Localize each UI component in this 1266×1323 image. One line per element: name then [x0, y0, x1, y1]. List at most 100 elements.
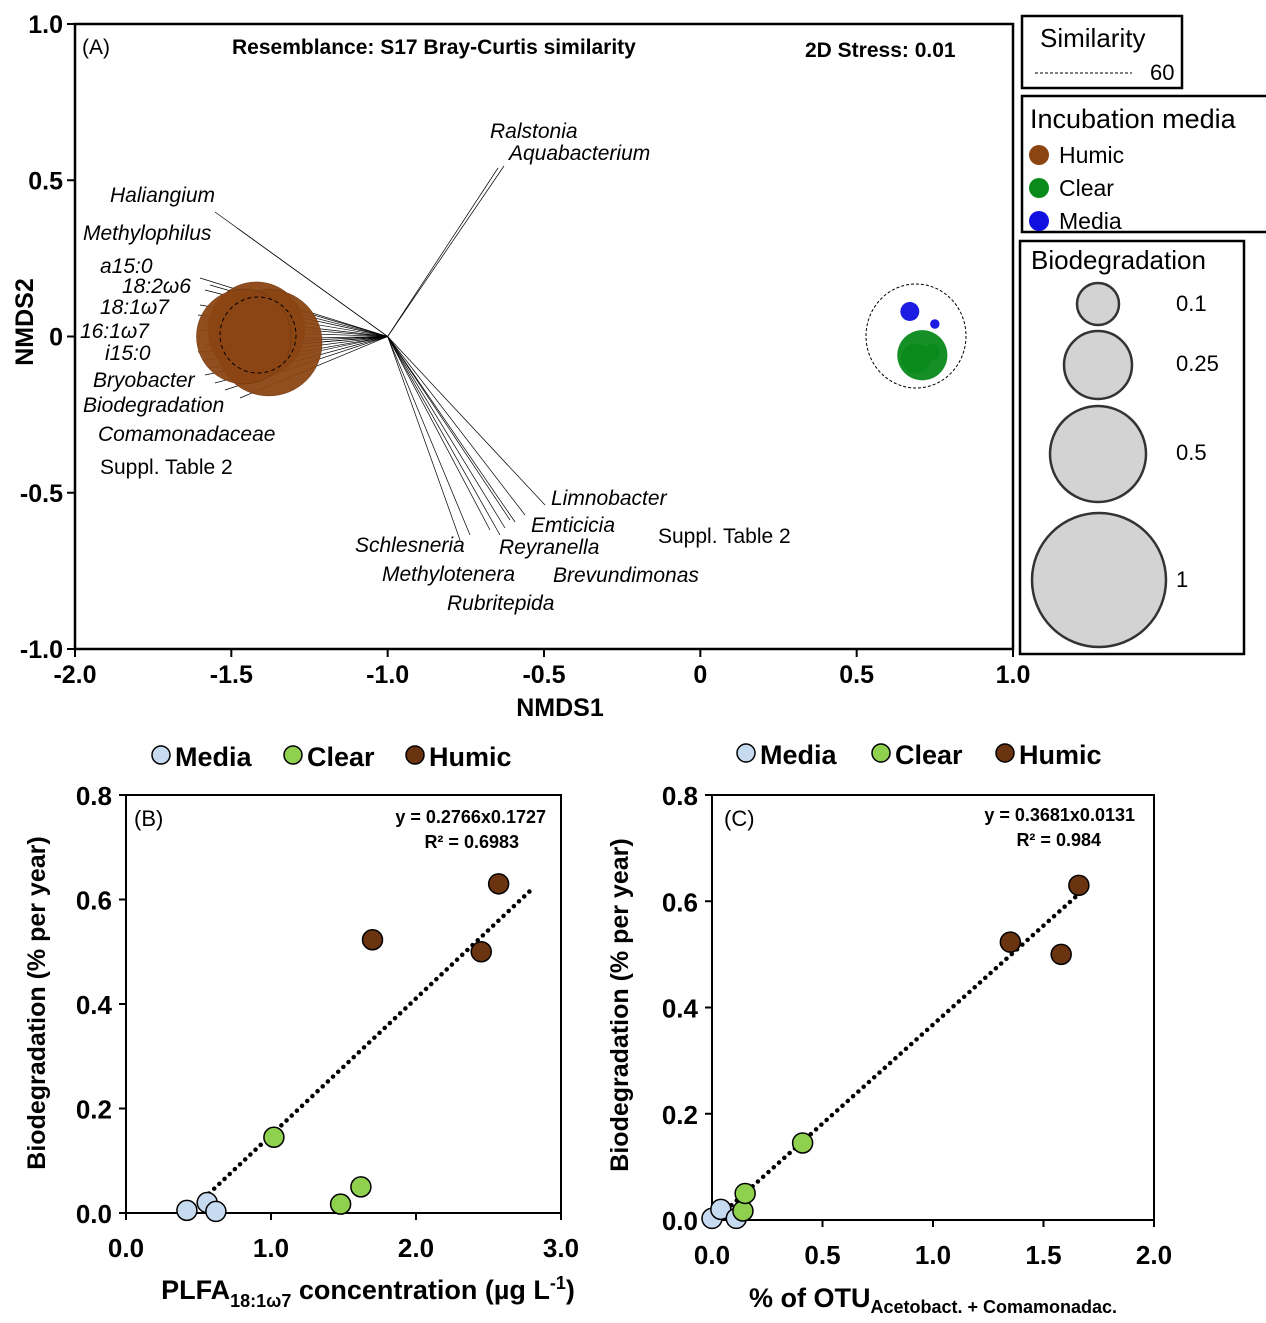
panel-c-legend-media-marker	[736, 743, 756, 763]
point-media	[176, 1199, 198, 1222]
vector-line	[387, 336, 526, 516]
vector-line	[387, 336, 471, 536]
a-ytick-label: 0.5	[28, 167, 63, 195]
vector-label-reyranella: Reyranella	[499, 536, 599, 559]
vector-label-methylophilus: Methylophilus	[83, 222, 212, 245]
vector-label-aquabacterium: Aquabacterium	[507, 142, 650, 165]
vector-line	[387, 336, 516, 523]
panel-a-label: (A)	[82, 36, 110, 59]
panel-c-equation: y = 0.3681x0.0131	[984, 805, 1135, 825]
vector-line	[387, 336, 461, 541]
panel-c-legend-clear-marker	[871, 743, 891, 763]
vector-label-limnobacter: Limnobacter	[551, 487, 668, 510]
ytick-label: 0.6	[662, 887, 698, 917]
vector-note-upper-left: Suppl. Table 2	[100, 456, 233, 479]
legend-similarity-title: Similarity	[1040, 23, 1145, 53]
legend-bubble-label-1: 1	[1176, 567, 1188, 592]
legend-incubation-title: Incubation media	[1030, 104, 1237, 134]
vector-label-i15-0: i15:0	[105, 342, 151, 365]
panel-c-trendline	[718, 893, 1079, 1217]
vector-label-comamonadaceae: Comamonadaceae	[98, 423, 275, 446]
xtick-label: 0.0	[108, 1233, 144, 1263]
a-xtick-label: -2.0	[53, 661, 96, 689]
legend-bubble-0-1	[1075, 281, 1121, 327]
legend-clear-label: Clear	[1059, 175, 1114, 201]
panel-a-ylabel: NMDS2	[11, 278, 39, 366]
vector-line	[387, 336, 491, 531]
point-humic	[999, 931, 1022, 953]
panel-b-r2: R² = 0.6983	[424, 832, 519, 852]
ytick-label: 0.4	[76, 990, 113, 1020]
vector-line	[387, 167, 499, 337]
xtick-label: 0.0	[694, 1240, 730, 1270]
similarity-contour-humic	[219, 296, 297, 374]
a-xtick-label: 0	[693, 661, 707, 689]
panel-c-axis-ticks: 0.0 0.5 1.0 1.5 2.0 0.0 0.2 0.4 0.6 0.8	[662, 781, 1172, 1270]
ytick-label: 0.8	[76, 781, 112, 811]
xtick-label: 1.0	[915, 1240, 951, 1270]
vector-label-schlesneria: Schlesneria	[355, 534, 465, 557]
vector-label-16-1w7: 16:1ω7	[80, 320, 150, 343]
panel-b-legend-humic-marker	[405, 745, 425, 765]
panel-c-plot: (C) y = 0.3681x0.0131 R² = 0.984 0.0 0.5 1…	[606, 781, 1172, 1317]
a-ytick-label: -0.5	[20, 480, 63, 508]
legend-media-marker	[1029, 211, 1049, 231]
point-clear	[732, 1200, 754, 1222]
panel-b-axis-ticks: 0.0 1.0 2.0 3.0 0.0 0.2 0.4 0.6 0.8	[76, 781, 579, 1263]
panel-a-xlabel: NMDS1	[516, 694, 604, 722]
a-ytick-label: -1.0	[20, 636, 63, 664]
panel-c-points	[701, 874, 1090, 1230]
point-clear	[329, 1193, 352, 1215]
point-clear	[263, 1126, 285, 1148]
panel-a-nmds-plot: (A) Resemblance: S17 Bray-Curtis similar…	[11, 11, 1030, 722]
xtick-label: 0.5	[804, 1240, 840, 1270]
ytick-label: 0.2	[76, 1095, 112, 1125]
a-xtick-label: -1.0	[366, 661, 409, 689]
a-ytick-label: 1.0	[28, 11, 63, 39]
vector-label-bryobacter: Bryobacter	[93, 369, 196, 392]
panel-b-legend-clear: Clear	[307, 742, 375, 772]
vector-label-brevundimonas: Brevundimonas	[553, 564, 699, 587]
vector-line	[387, 165, 505, 337]
legend-bubble-label-0-5: 0.5	[1176, 440, 1207, 465]
panel-a-title: Resemblance: S17 Bray-Curtis similarity	[232, 36, 636, 59]
vector-label-methylotenera: Methylotenera	[382, 563, 515, 586]
vector-label-biodegradation: Biodegradation	[83, 394, 224, 417]
trendline	[718, 893, 1079, 1217]
point-clear	[923, 343, 940, 361]
ytick-label: 0.6	[76, 886, 112, 916]
xtick-label: 2.0	[398, 1233, 434, 1263]
a-xtick-label: 1.0	[996, 661, 1031, 689]
panel-b-legend: Media Clear Humic	[151, 742, 512, 772]
xtick-label: 1.0	[253, 1233, 289, 1263]
a-xtick-label: -1.5	[210, 661, 253, 689]
vector-note-down: Suppl. Table 2	[658, 525, 791, 548]
legend-biodegradation: Biodegradation 0.1 0.25 0.5 1	[1018, 239, 1246, 656]
legend-bubble-0-25	[1062, 329, 1134, 401]
vector-line	[387, 336, 501, 536]
vector-line	[387, 336, 506, 529]
panel-b-equation: y = 0.2766x0.1727	[395, 807, 546, 827]
panel-a-points	[196, 281, 948, 397]
panel-b-legend-media: Media	[175, 742, 253, 772]
point-clear	[791, 1132, 814, 1154]
point-humic	[470, 941, 492, 963]
panel-b-ylabel: Biodegradation (% per year)	[23, 836, 51, 1169]
point-clear	[734, 1182, 756, 1205]
ytick-label: 0.2	[662, 1100, 698, 1130]
vector-line	[387, 336, 511, 521]
ytick-label: 0.0	[662, 1206, 698, 1236]
xtick-label: 2.0	[1136, 1240, 1172, 1270]
point-media	[205, 1200, 227, 1223]
legend-media-label: Media	[1059, 208, 1122, 234]
a-xtick-label: -0.5	[522, 661, 565, 689]
panel-c-ylabel: Biodegradation (% per year)	[606, 838, 634, 1171]
ytick-label: 0.0	[76, 1199, 112, 1229]
ytick-label: 0.8	[662, 781, 698, 811]
panel-b-legend-humic: Humic	[429, 742, 512, 772]
point-humic	[487, 873, 510, 895]
panel-b-xlabel: PLFA18:1ω7 concentration (µg L-1)	[161, 1273, 575, 1311]
xtick-label: 3.0	[543, 1233, 579, 1263]
panel-a-axis-ticks: -2.0 -1.5 -1.0 -0.5 0 0.5 1.0 1.0 0.5 0 -0.5 -1.0	[20, 11, 1030, 689]
